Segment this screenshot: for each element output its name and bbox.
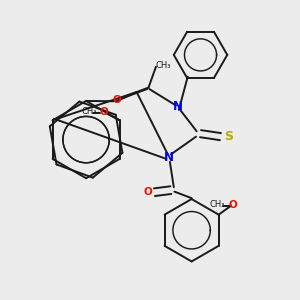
- Text: O: O: [100, 107, 109, 117]
- Text: S: S: [224, 130, 233, 143]
- Text: N: N: [164, 151, 174, 164]
- Text: CH₃: CH₃: [81, 107, 97, 116]
- Text: N: N: [173, 100, 183, 113]
- Text: CH₃: CH₃: [210, 200, 226, 209]
- Text: CH₃: CH₃: [156, 61, 171, 70]
- Text: O: O: [228, 200, 237, 210]
- Text: O: O: [113, 95, 122, 105]
- Text: O: O: [143, 187, 152, 197]
